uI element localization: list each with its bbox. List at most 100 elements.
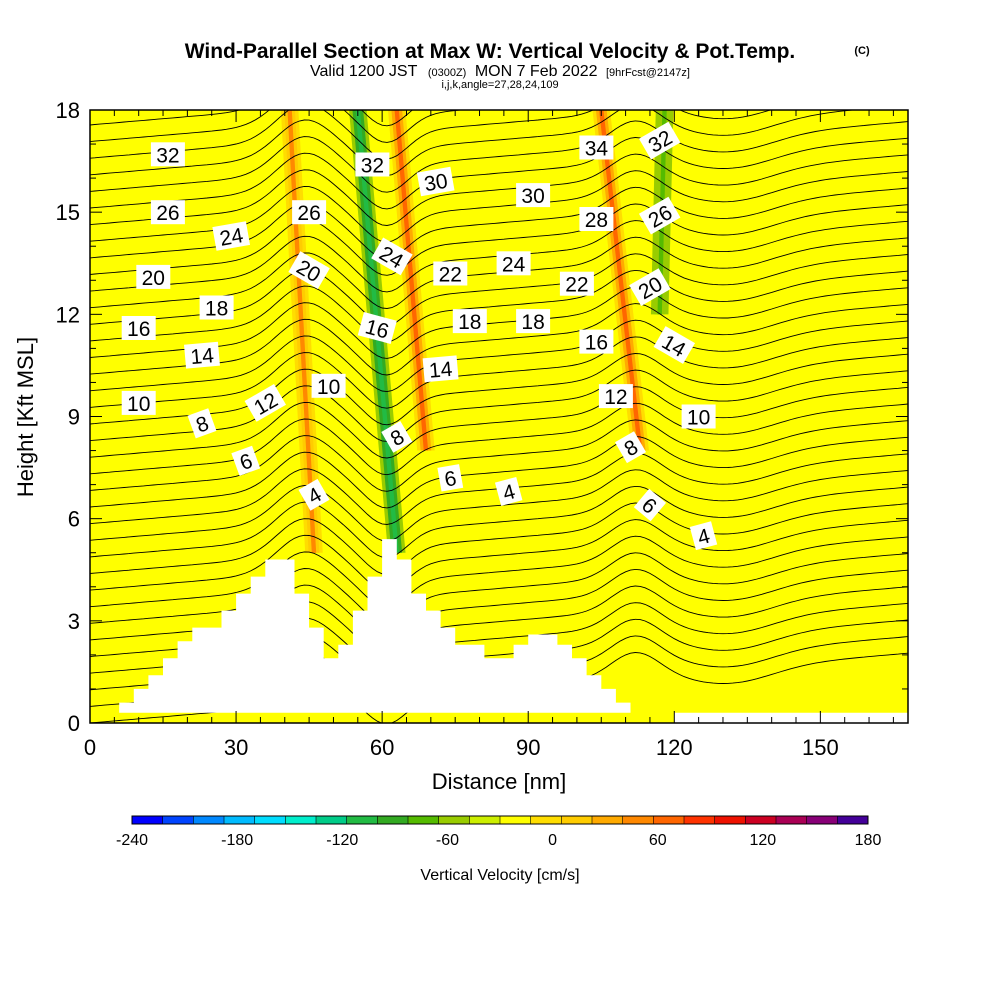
contour-label-box (496, 251, 531, 276)
contour-label-box (150, 142, 185, 167)
contour-label-box (689, 521, 718, 551)
contour-label: 14 (184, 341, 220, 369)
colorbar-tick-label: 180 (855, 832, 882, 849)
isentrope-line (90, 286, 908, 359)
colorbar-swatch (745, 816, 777, 824)
contour-label-box (614, 431, 647, 464)
y-tick-label: 15 (56, 200, 80, 225)
contour-label: 22 (559, 271, 594, 297)
contour-label-box (559, 271, 594, 296)
contour-label: 10 (121, 390, 156, 416)
contour-label: 4 (298, 478, 330, 511)
chart-subtitle: Valid 1200 JST (0300Z) MON 7 Feb 2022 [9… (310, 63, 690, 80)
contour-label-box (381, 421, 413, 453)
contour-label-box (288, 251, 330, 289)
isentrope-line (90, 469, 908, 542)
chart-grid-info: i,j,k,angle=27,28,24,109 (441, 79, 558, 91)
contour-label-text: 26 (297, 202, 320, 225)
isentrope-line (90, 110, 414, 127)
velocity-band-3-2 (599, 110, 643, 451)
contour-label-text: 18 (205, 298, 228, 321)
contour-label: 8 (614, 431, 647, 464)
contour-label-box (494, 476, 523, 506)
y-axis-title: Height [Kft MSL] (13, 337, 38, 497)
contour-label: 22 (433, 261, 468, 287)
colorbar-swatch (592, 816, 624, 824)
contour-label: 16 (357, 312, 397, 344)
contour-label-text: 16 (585, 332, 608, 355)
contour-label: 12 (598, 384, 633, 409)
subtitle-forecast: [9hrFcst@2147z] (606, 67, 690, 79)
isentrope-line (90, 353, 908, 426)
contour-label-box (355, 152, 390, 177)
contour-label-box (681, 404, 716, 429)
colorbar-swatch (254, 816, 286, 824)
colorbar-swatch (684, 816, 716, 824)
contour-label-text: 18 (458, 311, 481, 334)
isentrope-line (90, 319, 908, 393)
contour-label-text: 30 (422, 170, 449, 197)
contour-label-box (199, 295, 234, 320)
colorbar-swatch (193, 816, 225, 824)
colorbar-tick-label: 60 (649, 832, 667, 849)
x-axis-title: Distance [nm] (432, 769, 567, 794)
colorbar-tick-label: -180 (221, 832, 253, 849)
contour-label-text: 34 (585, 138, 609, 161)
isentrope-line (90, 519, 908, 592)
contour-label-text: 10 (687, 407, 710, 430)
contour-label-text: 28 (585, 209, 608, 232)
subtitle-date: MON 7 Feb 2022 (475, 63, 598, 80)
colorbar-swatch (806, 816, 838, 824)
contour-label-box (357, 312, 397, 344)
contour-label: 32 (355, 152, 390, 178)
contour-label-box (292, 200, 327, 225)
contour-label-text: 12 (604, 386, 627, 409)
colorbar-swatch (162, 816, 194, 824)
colorbar-swatch (438, 816, 470, 824)
colorbar-swatch (285, 816, 317, 824)
contour-label: 18 (452, 309, 487, 334)
contour-label: 6 (231, 445, 261, 476)
contour-label-text: 32 (361, 155, 384, 178)
colorbar-swatch (776, 816, 808, 824)
subtitle-utc: (0300Z) (428, 67, 467, 79)
isentrope-line (90, 369, 908, 442)
y-axis: 0 3 6 9 12 15 18 (56, 98, 908, 736)
contour-label: 6 (437, 464, 464, 492)
contour-label: 6 (633, 488, 667, 522)
contour-label-text: 16 (127, 318, 150, 341)
x-tick-label: 120 (656, 735, 693, 760)
contour-label-box (244, 384, 287, 422)
contour-label-box (437, 464, 464, 492)
contour-label-box (579, 207, 614, 231)
contour-label: 12 (244, 384, 287, 422)
contour-label-box (638, 196, 681, 235)
contour-label: 20 (136, 264, 171, 290)
contour-label: 8 (381, 421, 413, 453)
colorbar-swatch (714, 816, 746, 824)
subtitle-valid: Valid 1200 JST (310, 63, 418, 80)
isentrope-line (90, 137, 908, 210)
colorbar-swatch (132, 816, 164, 824)
contour-label: 8 (187, 408, 217, 439)
contour-label-box (579, 329, 614, 354)
isentrope-line (90, 120, 908, 193)
x-tick-label: 0 (84, 735, 96, 760)
contour-label: 26 (150, 200, 185, 225)
y-tick-label: 6 (68, 507, 80, 532)
colorbar-swatch (469, 816, 501, 824)
contour-label: 30 (516, 183, 551, 208)
contour-label-box (598, 384, 633, 409)
contour-label-box (516, 183, 551, 208)
contour-label: 10 (681, 404, 716, 430)
contour-label: 26 (638, 196, 681, 235)
colorbar-swatch (377, 816, 409, 824)
isentrope-line (90, 153, 908, 226)
contour-label: 34 (579, 135, 614, 161)
contour-label: 4 (494, 476, 523, 506)
colorbar-swatch (316, 816, 348, 824)
contour-label-text: 22 (565, 274, 588, 297)
colorbar-swatch (561, 816, 593, 824)
contour-label: 24 (212, 221, 251, 251)
